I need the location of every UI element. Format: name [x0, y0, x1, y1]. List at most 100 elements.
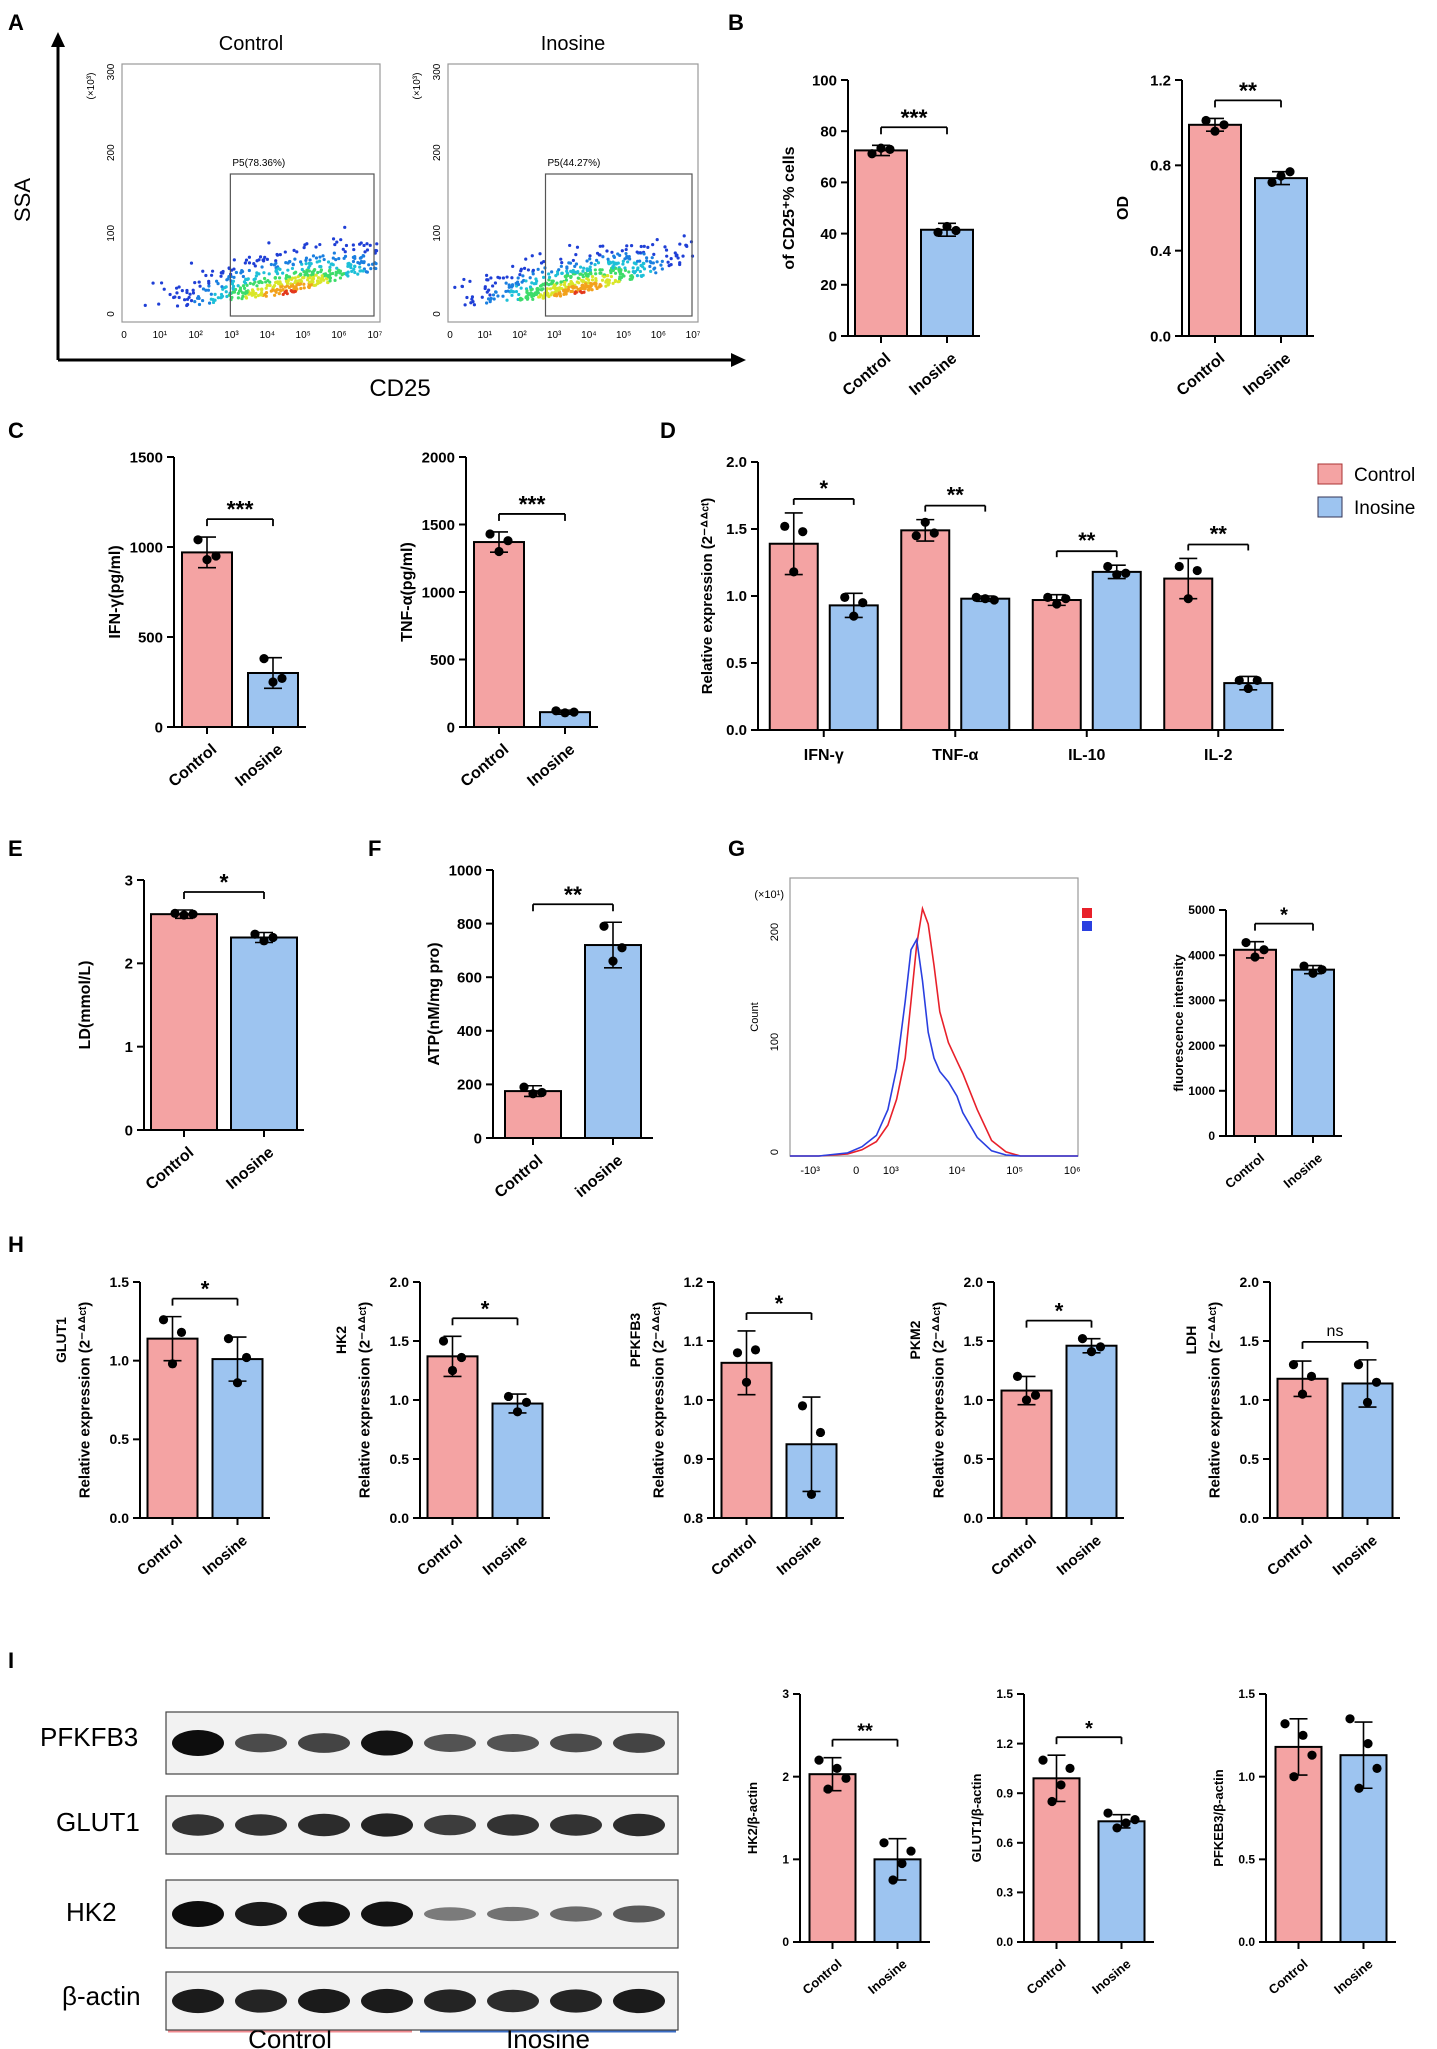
flow-event-dot: [352, 267, 356, 271]
flow-event-dot: [220, 285, 224, 289]
flow-event-dot: [234, 270, 238, 275]
y-tick-label: 0: [447, 719, 455, 736]
flow-event-dot: [335, 240, 339, 244]
flow-event-dot: [463, 303, 467, 307]
flow-gate-label: P5(44.27%): [548, 158, 601, 169]
data-point: [798, 527, 808, 537]
flow-event-dot: [504, 281, 508, 285]
data-point: [1285, 167, 1295, 177]
y-tick-label: 1.1: [684, 1333, 704, 1349]
y-tick-label: 1.0: [110, 1353, 130, 1369]
data-point: [1306, 1371, 1317, 1381]
data-point: [528, 1089, 538, 1099]
flow-event-dot: [314, 273, 318, 277]
data-point: [951, 225, 961, 236]
data-point: [1371, 1377, 1382, 1387]
data-point: [732, 1348, 743, 1358]
flow-event-dot: [211, 300, 216, 305]
x-tick-label: Control: [492, 1152, 546, 1202]
data-point: [1038, 1755, 1048, 1765]
data-point: [1095, 1342, 1106, 1352]
data-point: [920, 517, 930, 527]
data-point: [1112, 1823, 1122, 1833]
flow-event-dot: [501, 294, 505, 298]
bar-inosine: [1291, 968, 1335, 1137]
flow-event-dot: [278, 267, 282, 271]
x-tick-label: Control: [1264, 1532, 1316, 1579]
histogram-x-tick-label: 10⁶: [1064, 1165, 1081, 1177]
y-tick-label: 1000: [422, 584, 455, 601]
histogram-y-label: Count: [749, 1002, 761, 1031]
flow-y-tick-label: 300: [106, 63, 117, 80]
flow-event-dot: [516, 280, 520, 284]
flow-x-tick-label: 10⁵: [296, 330, 311, 341]
flow-event-dot: [626, 260, 630, 264]
y-tick-label: 2.0: [1240, 1274, 1260, 1290]
chart-h5: 0.0 0.5 1.0 1.5 2.0 Relative expression (2⁻ᐞᐞ…: [1183, 1274, 1400, 1579]
x-tick-label: IL-10: [1068, 747, 1105, 764]
flow-event-dot: [559, 257, 563, 261]
blot-band: [550, 1733, 602, 1753]
data-point: [259, 936, 269, 946]
flow-event-dot: [193, 300, 197, 304]
y-tick-label: 0.5: [964, 1451, 984, 1467]
bar-control: [1163, 577, 1214, 732]
data-point: [503, 536, 513, 546]
flow-event-dot: [578, 265, 583, 269]
y-tick-label: 500: [430, 652, 455, 669]
flow-event-dot: [635, 274, 640, 278]
flow-event-dot: [470, 295, 475, 299]
flow-event-dot: [327, 269, 331, 273]
flow-y-tick-label: 0: [106, 311, 117, 317]
data-point: [780, 521, 790, 531]
flow-event-dot: [262, 259, 266, 263]
y-tick-label: 2.0: [390, 1274, 410, 1290]
flow-event-dot: [673, 251, 677, 255]
bar-inosine: [1254, 177, 1308, 337]
flow-event-dot: [601, 244, 605, 248]
flow-event-dot: [550, 281, 554, 285]
flow-event-dot: [257, 258, 261, 262]
blot-band: [613, 1905, 665, 1923]
flow-event-dot: [317, 281, 322, 285]
flow-event-dot: [310, 279, 314, 283]
flow-event-dot: [562, 292, 566, 297]
flow-event-dot: [645, 259, 649, 263]
flow-event-dot: [350, 269, 354, 274]
y-tick-label: 1: [782, 1853, 789, 1867]
flow-event-dot: [624, 251, 628, 256]
flow-event-dot: [267, 272, 271, 276]
y-tick-label: 0: [155, 719, 163, 736]
x-tick-label: Control: [1266, 1956, 1311, 1997]
flow-event-dot: [177, 295, 181, 300]
flow-event-dot: [198, 284, 202, 288]
data-point: [1210, 126, 1220, 136]
histogram-x-tick-label: 10⁵: [1006, 1165, 1023, 1177]
flow-event-dot: [225, 278, 229, 282]
y-tick-label: 0: [125, 1122, 133, 1139]
flow-event-dot: [305, 269, 309, 273]
flow-gate: [544, 173, 693, 317]
flow-event-dot: [599, 271, 603, 275]
y-tick-label: 3: [782, 1687, 789, 1701]
blot-bands: [165, 1711, 679, 2031]
flow-event-dot: [581, 275, 585, 279]
significance-label: **: [857, 1721, 873, 1743]
data-point: [858, 598, 868, 608]
flow-event-dot: [159, 281, 164, 285]
x-tick-label: Inosine: [1331, 1956, 1376, 1997]
y-tick-label: 0.6: [996, 1836, 1013, 1850]
x-tick-label: Control: [988, 1532, 1040, 1579]
flow-event-dot: [453, 285, 457, 289]
flow-x-tick-label: 10¹: [477, 330, 492, 341]
y-tick-label: 0.0: [390, 1510, 410, 1526]
flow-event-dot: [258, 255, 263, 259]
flow-event-dot: [255, 284, 259, 288]
flow-event-dot: [269, 262, 273, 267]
data-point: [1372, 1763, 1382, 1773]
data-point: [158, 1315, 169, 1325]
legend-label-inosine: Inosine: [1354, 498, 1415, 519]
flow-event-dot: [274, 266, 278, 270]
data-point: [259, 654, 269, 664]
data-point: [494, 546, 504, 557]
